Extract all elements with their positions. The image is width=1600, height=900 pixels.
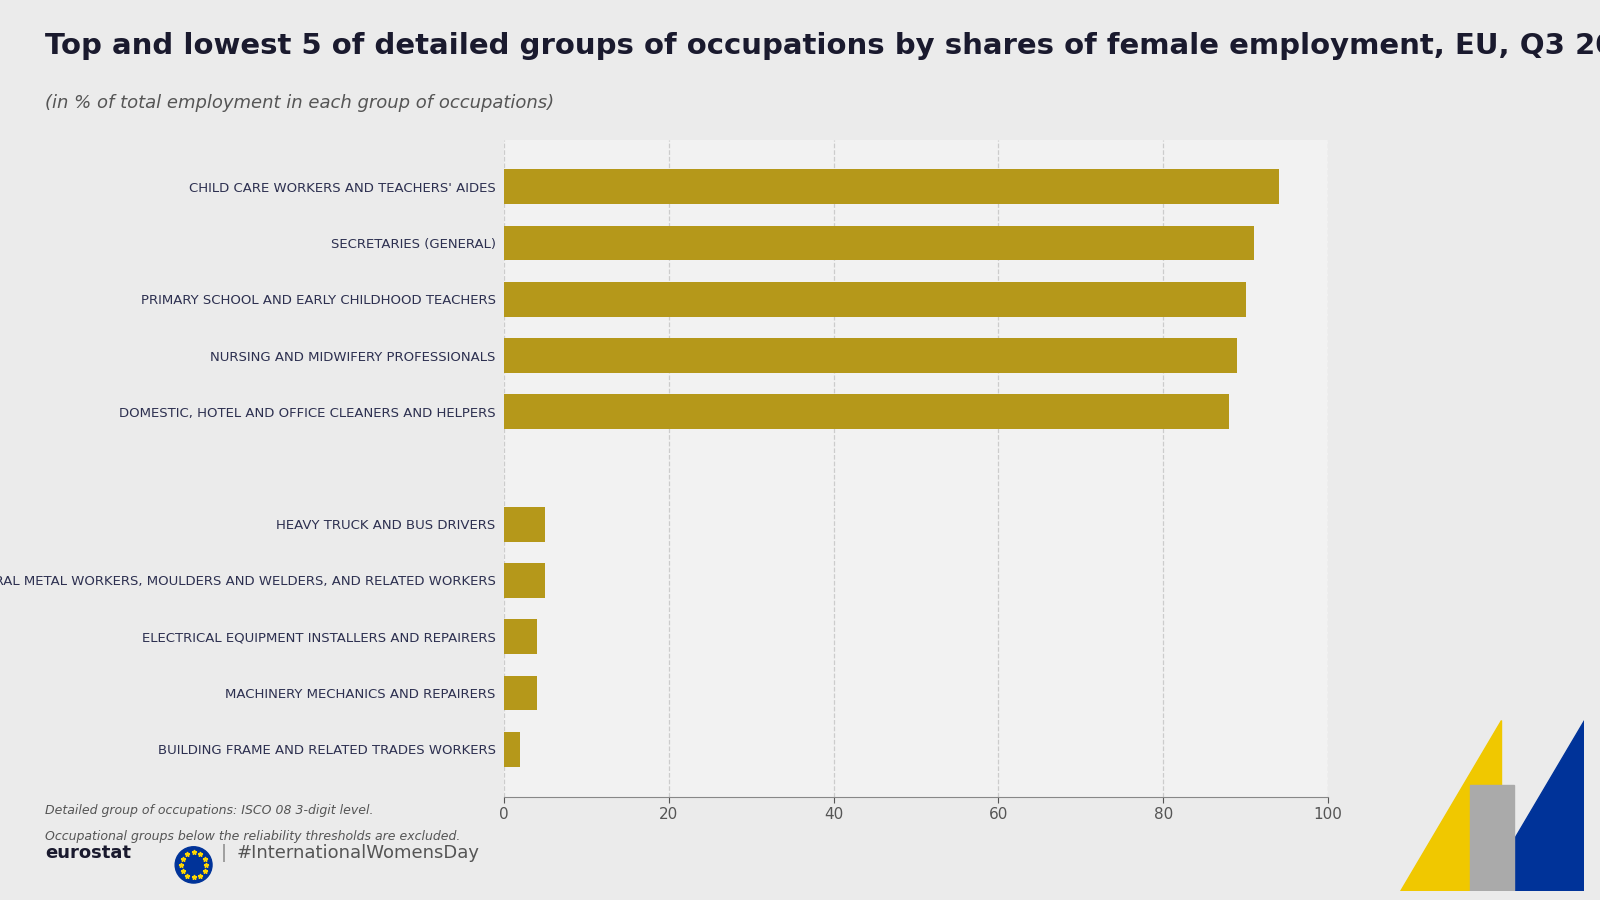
Polygon shape — [1470, 785, 1514, 891]
Bar — [504, 282, 1245, 317]
Bar — [504, 619, 538, 654]
Bar — [504, 338, 1237, 373]
Bar — [504, 226, 1254, 260]
Text: Detailed group of occupations: ISCO 08 3-digit level.: Detailed group of occupations: ISCO 08 3… — [45, 804, 373, 816]
Polygon shape — [1400, 720, 1501, 891]
Bar — [504, 169, 1278, 204]
Bar — [504, 732, 520, 767]
Text: eurostat: eurostat — [45, 844, 131, 862]
Bar — [504, 394, 1229, 429]
Bar — [504, 676, 538, 710]
Bar — [504, 507, 546, 542]
Text: Occupational groups below the reliability thresholds are excluded.: Occupational groups below the reliabilit… — [45, 830, 461, 842]
Polygon shape — [1483, 720, 1584, 891]
Bar — [504, 563, 546, 598]
Text: #InternationalWomensDay: #InternationalWomensDay — [237, 844, 480, 862]
Text: Top and lowest 5 of detailed groups of occupations by shares of female employmen: Top and lowest 5 of detailed groups of o… — [45, 32, 1600, 59]
Text: (in % of total employment in each group of occupations): (in % of total employment in each group … — [45, 94, 554, 112]
Circle shape — [174, 847, 213, 883]
Text: |: | — [221, 844, 227, 862]
